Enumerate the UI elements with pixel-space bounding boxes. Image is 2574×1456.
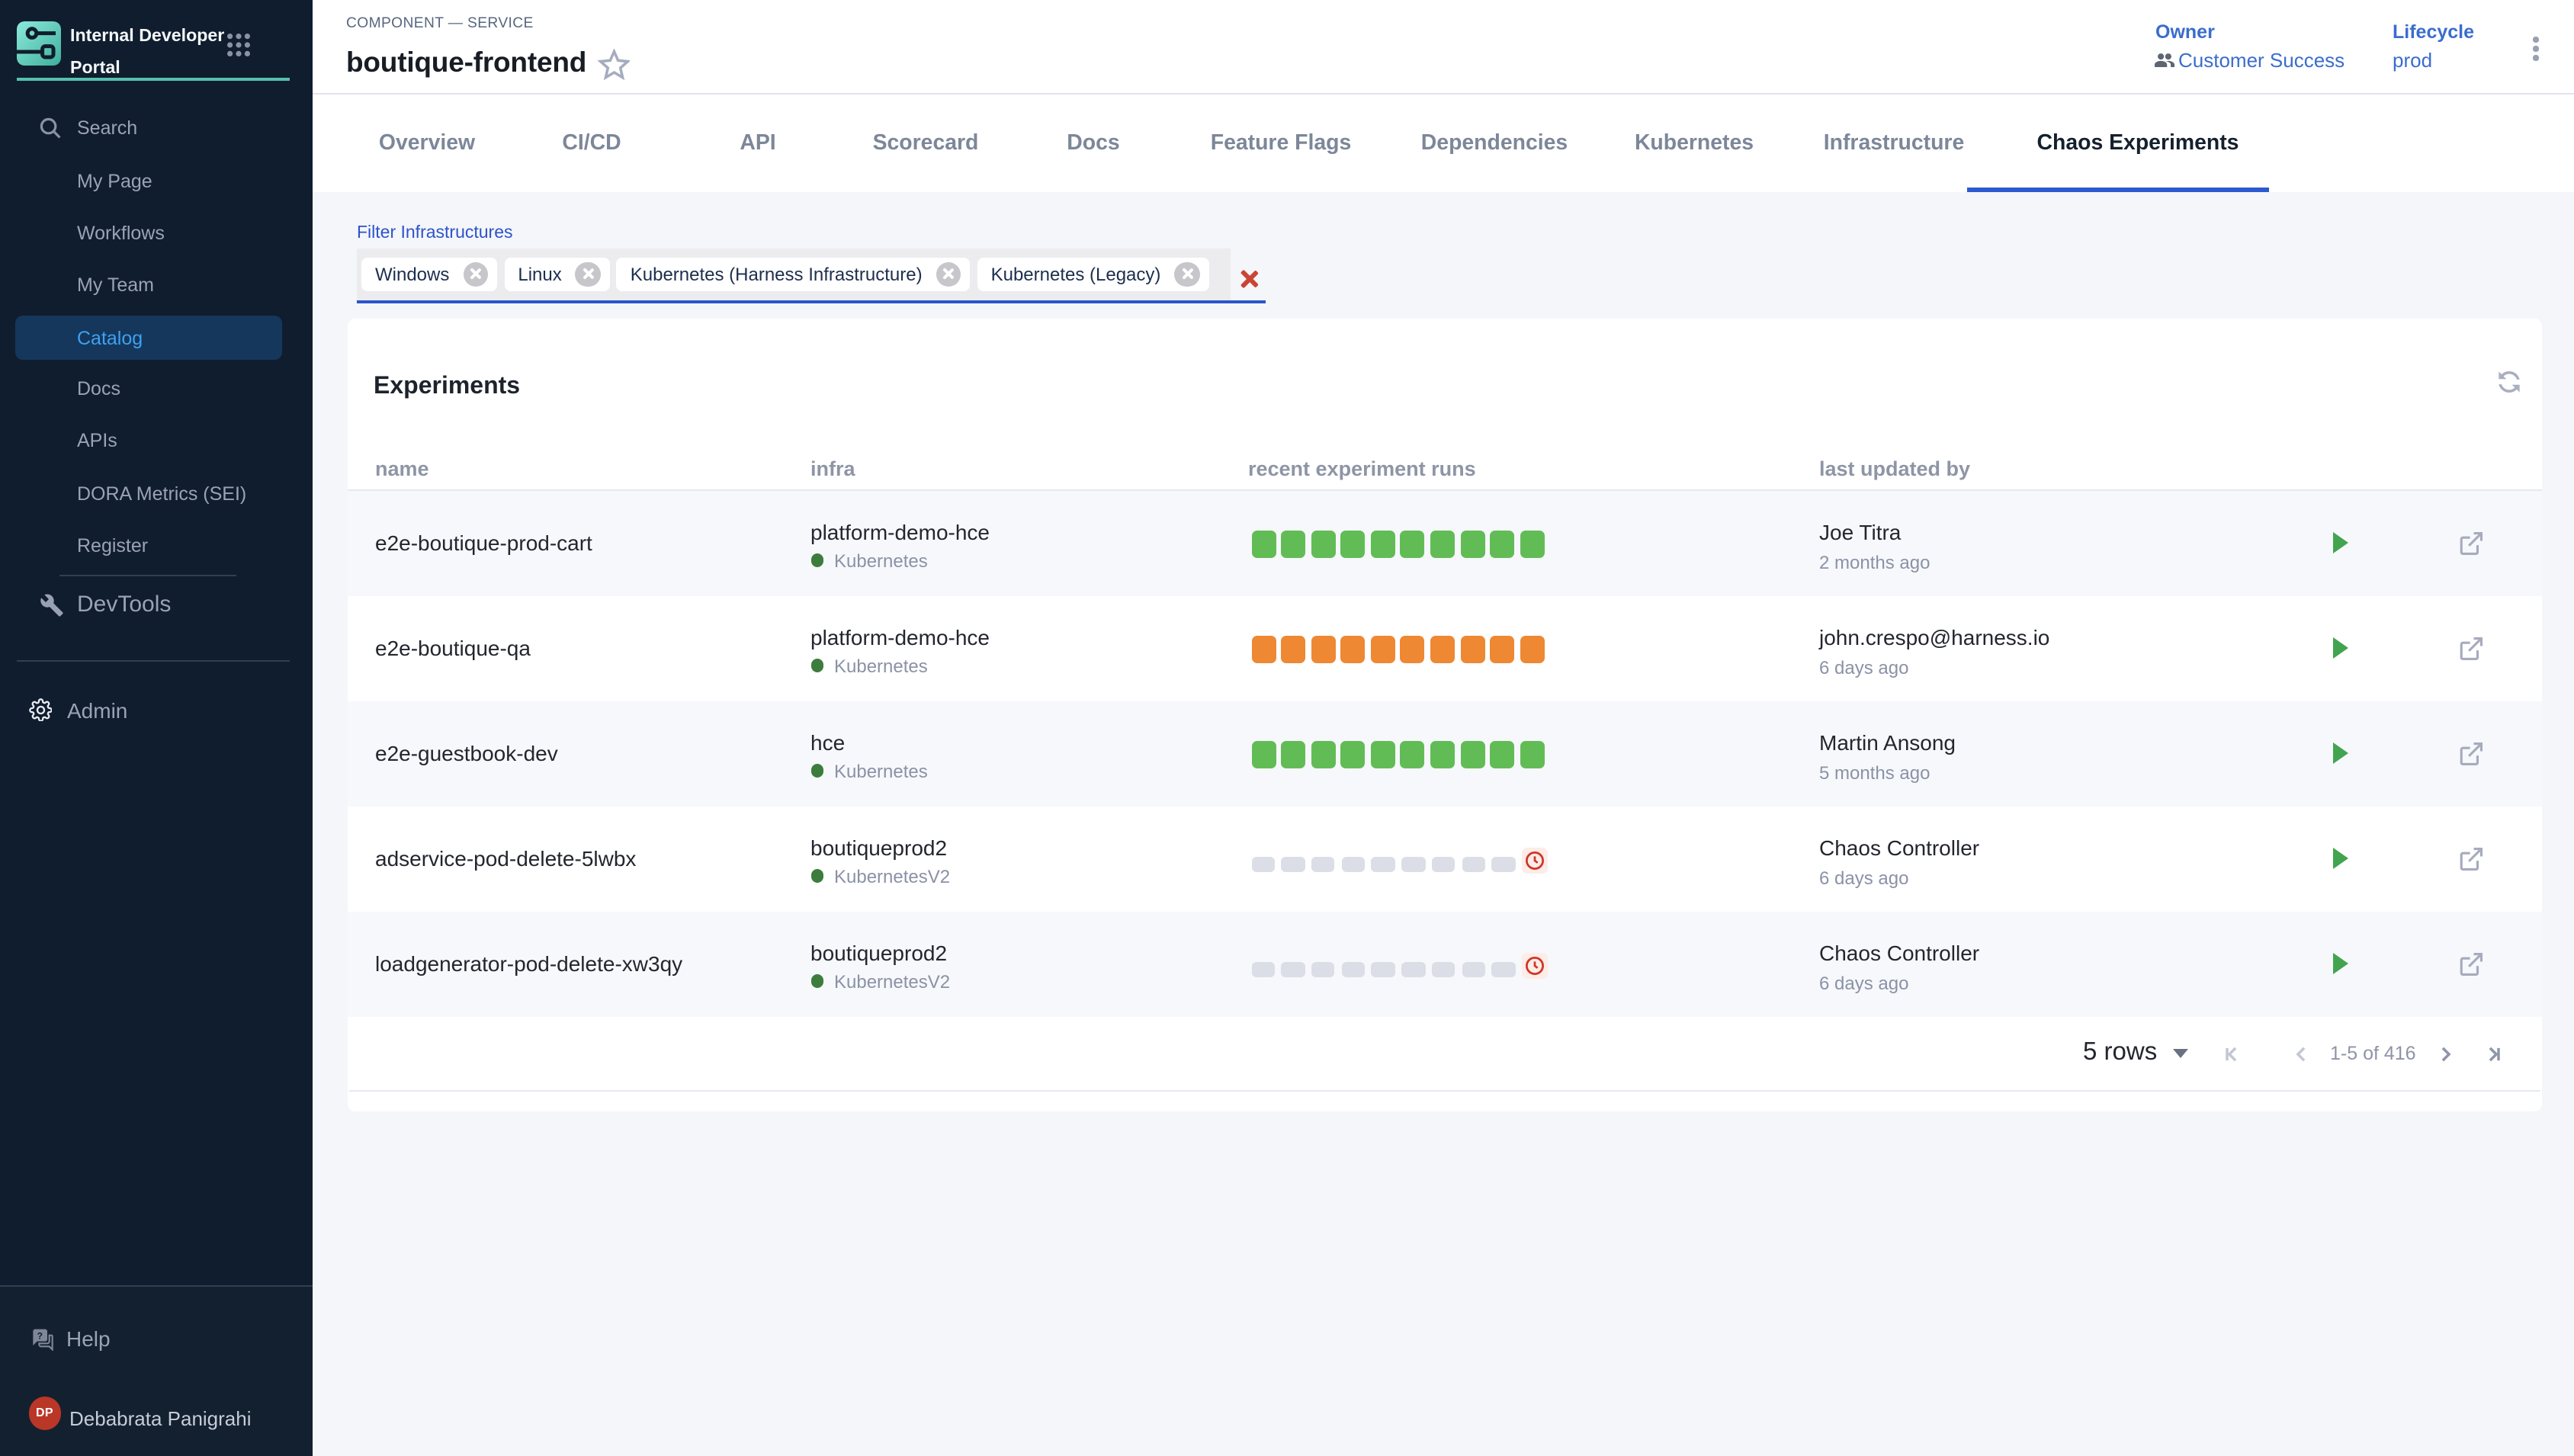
svg-text:?: ? — [37, 1329, 43, 1340]
